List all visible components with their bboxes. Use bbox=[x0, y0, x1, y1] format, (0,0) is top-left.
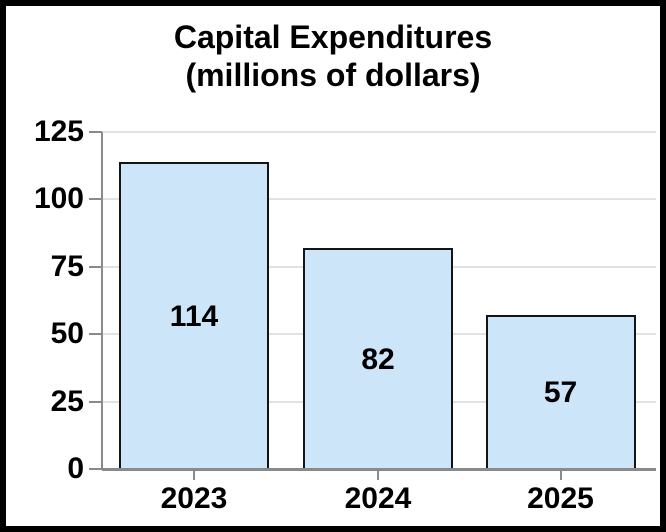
y-tick-label: 50 bbox=[50, 317, 84, 350]
y-tick-125 bbox=[89, 131, 102, 133]
y-tick-label: 100 bbox=[33, 182, 84, 215]
y-tick-0 bbox=[89, 468, 102, 470]
y-tick-50 bbox=[89, 333, 102, 335]
chart-title: Capital Expenditures bbox=[173, 19, 493, 55]
y-tick-label: 125 bbox=[33, 115, 84, 148]
y-tick-25 bbox=[89, 401, 102, 403]
chart-title-block: Capital Expenditures (millions of dollar… bbox=[6, 18, 660, 94]
chart-subtitle: (millions of dollars) bbox=[185, 57, 481, 93]
gridline-100 bbox=[102, 198, 656, 200]
bar-2024: 82 bbox=[303, 248, 453, 471]
x-category-label: 2025 bbox=[527, 482, 594, 515]
x-tick-2025 bbox=[559, 471, 562, 480]
x-tick-2023 bbox=[193, 471, 195, 480]
y-tick-label: 0 bbox=[67, 452, 84, 485]
x-tick-2024 bbox=[377, 471, 379, 480]
y-tick-label: 75 bbox=[50, 250, 84, 283]
bar-value-label: 57 bbox=[543, 376, 578, 409]
x-category-label: 2023 bbox=[160, 482, 228, 515]
y-tick-75 bbox=[89, 266, 102, 268]
y-axis-line bbox=[101, 132, 103, 469]
gridline-125 bbox=[102, 131, 656, 133]
y-tick-100 bbox=[89, 198, 102, 200]
y-tick-label: 25 bbox=[50, 385, 84, 418]
plot-area: 114 82 57 0 25 50 75 100 125 2023 2024 2025 bbox=[6, 6, 660, 526]
x-category-label: 2024 bbox=[344, 482, 412, 515]
bar-2023: 114 bbox=[119, 162, 269, 471]
x-axis-line bbox=[102, 468, 656, 471]
bar-value-label: 82 bbox=[361, 342, 395, 376]
bar-value-label: 114 bbox=[169, 299, 219, 333]
bar-2025: 57 bbox=[485, 315, 636, 471]
